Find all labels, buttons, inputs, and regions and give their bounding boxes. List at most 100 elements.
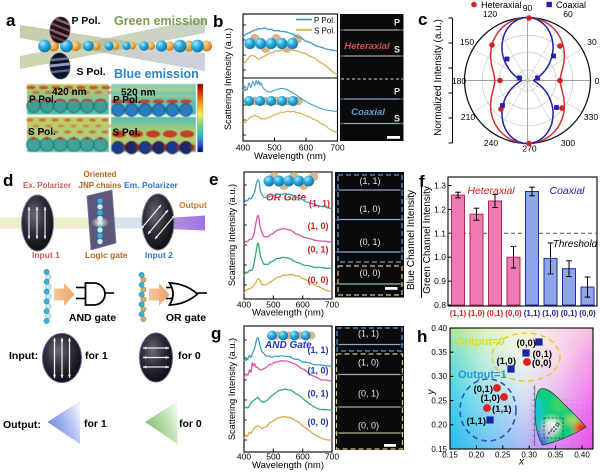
svg-text:AND Gate: AND Gate	[264, 340, 312, 351]
svg-text:(0, 0): (0, 0)	[358, 421, 379, 431]
svg-text:Input:: Input:	[9, 350, 38, 362]
svg-text:(1,1): (1,1)	[450, 309, 467, 318]
svg-text:300: 300	[561, 138, 575, 148]
svg-text:400: 400	[237, 300, 251, 310]
svg-text:(1, 0): (1, 0)	[307, 366, 328, 376]
svg-text:for 1: for 1	[85, 350, 108, 362]
svg-text:0.40: 0.40	[574, 451, 590, 460]
svg-text:330: 330	[584, 112, 598, 122]
svg-text:0: 0	[595, 76, 600, 86]
svg-text:for 0: for 0	[179, 418, 202, 430]
svg-text:(0,1): (0,1)	[561, 309, 578, 318]
svg-text:(0,0): (0,0)	[532, 358, 552, 369]
svg-text:P: P	[394, 87, 400, 97]
svg-text:(1,1): (1,1)	[466, 416, 486, 427]
svg-text:Ex. Polarizer: Ex. Polarizer	[23, 181, 71, 190]
svg-text:d: d	[3, 171, 13, 190]
svg-text:520 nm: 520 nm	[121, 88, 156, 99]
svg-text:y: y	[426, 389, 437, 396]
svg-text:(0,1): (0,1)	[487, 309, 504, 318]
svg-text:Threshold: Threshold	[553, 239, 598, 250]
svg-text:AND gate: AND gate	[69, 312, 116, 324]
svg-text:(1, 0): (1, 0)	[359, 204, 380, 214]
svg-text:f: f	[419, 172, 425, 191]
svg-text:600: 600	[296, 452, 310, 462]
svg-text:(0,1): (0,1)	[473, 384, 493, 395]
svg-text:P Pol.: P Pol.	[29, 95, 57, 106]
svg-text:60: 60	[563, 9, 573, 19]
svg-text:P Pol.: P Pol.	[72, 15, 101, 27]
svg-text:JNP chains: JNP chains	[79, 181, 123, 190]
svg-text:Em. Polarizer: Em. Polarizer	[124, 180, 179, 190]
svg-text:Output: Output	[179, 200, 207, 210]
svg-text:(1, 1): (1, 1)	[359, 176, 380, 186]
svg-text:500: 500	[266, 452, 280, 462]
svg-text:b: b	[213, 12, 223, 31]
svg-text:Green Channel Intensity: Green Channel Intensity	[422, 186, 433, 294]
svg-text:g: g	[211, 324, 221, 343]
svg-text:(0, 1): (0, 1)	[307, 389, 328, 399]
svg-text:0.35: 0.35	[431, 348, 447, 357]
svg-text:Coaxial: Coaxial	[556, 0, 586, 10]
svg-text:700: 700	[330, 143, 344, 153]
svg-text:1.3: 1.3	[434, 181, 446, 191]
svg-text:(1, 0): (1, 0)	[307, 221, 328, 231]
svg-text:0.30: 0.30	[521, 451, 537, 460]
svg-text:(1,0): (1,0)	[480, 393, 500, 404]
svg-text:Wavelength (nm): Wavelength (nm)	[254, 151, 326, 162]
svg-text:(0, 1): (0, 1)	[358, 389, 379, 399]
svg-text:600: 600	[296, 300, 310, 310]
svg-text:0.15: 0.15	[442, 451, 458, 460]
svg-text:Heteraxial: Heteraxial	[344, 41, 390, 52]
svg-text:Normalized Intensity (a.u.): Normalized Intensity (a.u.)	[433, 19, 444, 136]
svg-text:(1,0): (1,0)	[542, 309, 559, 318]
svg-text:(1, 1): (1, 1)	[358, 329, 379, 339]
svg-text:Coaxial: Coaxial	[549, 185, 585, 197]
svg-text:(1,1): (1,1)	[492, 404, 512, 415]
svg-text:700: 700	[325, 300, 339, 310]
svg-text:Green emission: Green emission	[114, 14, 208, 28]
svg-text:400: 400	[236, 143, 250, 153]
svg-text:Scattering Intensity (a.u.): Scattering Intensity (a.u.)	[227, 338, 237, 440]
svg-text:(0, 0): (0, 0)	[307, 275, 328, 285]
svg-text:Wavelength (nm): Wavelength (nm)	[252, 308, 324, 319]
svg-text:210: 210	[461, 112, 475, 122]
svg-text:(0,0): (0,0)	[579, 309, 596, 318]
svg-text:Coaxial: Coaxial	[351, 107, 385, 118]
svg-text:Oriented: Oriented	[84, 170, 117, 179]
svg-text:P Pol.: P Pol.	[113, 95, 141, 106]
svg-text:0.15: 0.15	[431, 445, 447, 454]
svg-text:180: 180	[452, 76, 466, 86]
svg-text:Scattering Intensity (a.u.): Scattering Intensity (a.u.)	[223, 28, 233, 130]
svg-text:Wavelength (nm): Wavelength (nm)	[252, 460, 324, 471]
svg-text:a: a	[6, 11, 16, 30]
svg-text:0.30: 0.30	[431, 372, 447, 381]
svg-text:Blue Channel Intensity: Blue Channel Intensity	[406, 190, 417, 290]
svg-text:for 1: for 1	[84, 418, 107, 430]
svg-text:Heteraxial: Heteraxial	[467, 185, 515, 197]
svg-text:S Pol.: S Pol.	[314, 26, 335, 35]
svg-text:0.8: 0.8	[434, 300, 446, 310]
svg-text:500: 500	[266, 300, 280, 310]
svg-text:for 0: for 0	[178, 350, 201, 362]
svg-text:S Pol.: S Pol.	[28, 127, 56, 138]
svg-text:270: 270	[522, 144, 536, 154]
svg-text:OR gate: OR gate	[166, 312, 206, 324]
svg-text:Output=1: Output=1	[458, 369, 507, 381]
svg-text:400: 400	[237, 452, 251, 462]
svg-text:1.2: 1.2	[434, 204, 446, 214]
svg-text:(1, 0): (1, 0)	[358, 358, 379, 368]
svg-text:0.9: 0.9	[434, 276, 446, 286]
svg-text:S: S	[394, 45, 400, 55]
svg-text:(0, 1): (0, 1)	[359, 237, 380, 247]
svg-text:(1,1): (1,1)	[524, 309, 541, 318]
svg-text:500: 500	[267, 143, 281, 153]
svg-text:0.25: 0.25	[431, 396, 447, 405]
svg-text:700: 700	[325, 452, 339, 462]
svg-text:600: 600	[299, 143, 313, 153]
svg-text:Output=0: Output=0	[456, 336, 505, 348]
svg-text:(0, 0): (0, 0)	[359, 268, 380, 278]
svg-text:(0, 0): (0, 0)	[307, 417, 328, 427]
svg-text:Scattering Intensity (a.u.): Scattering Intensity (a.u.)	[227, 184, 237, 286]
svg-text:150: 150	[460, 37, 474, 47]
